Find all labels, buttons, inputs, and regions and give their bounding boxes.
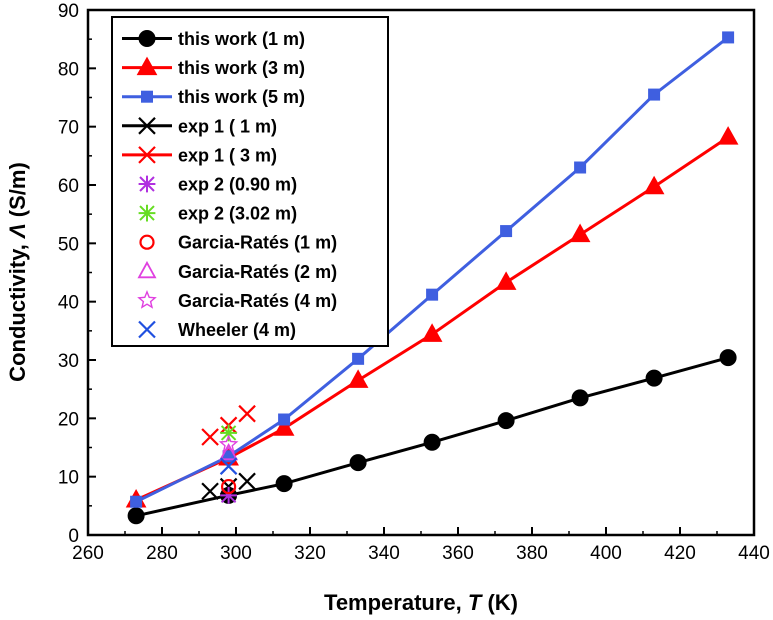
y-axis-title-variable: Λ xyxy=(5,223,30,239)
data-point-1-5 xyxy=(495,271,517,290)
legend-entry-6: exp 2 (3.02 m) xyxy=(138,204,297,224)
data-point-4-0 xyxy=(201,428,219,446)
legend-label: this work (3 m) xyxy=(178,58,305,78)
data-point-10-0 xyxy=(219,457,238,475)
y-axis-title-suffix: (S/m) xyxy=(5,162,30,223)
legend-label: exp 2 (0.90 m) xyxy=(178,175,297,195)
legend-marker xyxy=(137,290,157,309)
data-point-1-2 xyxy=(273,417,295,436)
y-tick-label: 30 xyxy=(58,351,79,372)
data-point-0-3 xyxy=(349,454,367,472)
y-tick-label: 60 xyxy=(58,176,79,197)
legend-label: Garcia-Ratés (2 m) xyxy=(178,262,337,282)
x-tick-label: 280 xyxy=(146,543,178,564)
data-point-2-7 xyxy=(648,88,661,101)
data-point-7-0 xyxy=(221,478,237,495)
legend-label: exp 1 ( 3 m) xyxy=(178,145,277,165)
y-tick-label: 70 xyxy=(58,118,79,139)
x-tick-label: 420 xyxy=(664,543,696,564)
data-point-2-6 xyxy=(574,161,587,174)
y-tick-label: 20 xyxy=(58,409,79,430)
data-point-0-4 xyxy=(423,433,441,451)
legend-label: Garcia-Ratés (4 m) xyxy=(178,291,337,311)
x-tick-label: 440 xyxy=(738,543,770,564)
data-point-8-0 xyxy=(219,442,239,461)
data-point-1-4 xyxy=(421,323,443,342)
y-tick-label: 0 xyxy=(68,526,79,547)
x-axis-title: Temperature, T (K) xyxy=(324,590,518,615)
legend-label: exp 2 (3.02 m) xyxy=(178,204,297,224)
legend-marker xyxy=(138,146,156,164)
data-point-2-5 xyxy=(500,225,513,238)
x-axis-title-prefix: Temperature, xyxy=(324,590,468,615)
y-axis-title: Conductivity, Λ (S/m) xyxy=(5,162,30,382)
data-point-3-0 xyxy=(201,482,219,501)
data-point-3-2 xyxy=(238,472,256,491)
legend-entry-0: this work (1 m) xyxy=(122,29,305,49)
x-tick-label: 400 xyxy=(590,543,622,564)
data-point-0-2 xyxy=(275,475,293,493)
legend-entry-2: this work (5 m) xyxy=(122,87,305,107)
series-markers xyxy=(125,31,739,525)
x-tick-label: 260 xyxy=(72,543,104,564)
legend-entry-7: Garcia-Ratés (1 m) xyxy=(139,233,337,253)
x-tick-label: 380 xyxy=(516,543,548,564)
data-point-2-3 xyxy=(352,352,365,365)
legend-entry-8: Garcia-Ratés (2 m) xyxy=(137,260,337,282)
legend-marker xyxy=(139,234,155,250)
x-tick-label: 340 xyxy=(368,543,400,564)
data-point-2-2 xyxy=(278,413,291,426)
legend-marker xyxy=(138,204,156,222)
data-point-2-0 xyxy=(130,495,143,508)
data-point-0-8 xyxy=(719,349,737,367)
y-tick-label: 40 xyxy=(58,293,79,314)
legend-entry-9: Garcia-Ratés (4 m) xyxy=(137,290,337,311)
legend-label: this work (5 m) xyxy=(178,87,305,107)
legend-entry-5: exp 2 (0.90 m) xyxy=(138,175,297,195)
y-tick-label: 80 xyxy=(58,59,79,80)
legend-entry-1: this work (3 m) xyxy=(122,56,305,78)
data-point-2-4 xyxy=(426,288,439,301)
legend-label: this work (1 m) xyxy=(178,29,305,49)
x-axis-title-suffix: (K) xyxy=(481,590,518,615)
y-tick-label: 10 xyxy=(58,468,79,489)
y-axis-title-prefix: Conductivity, xyxy=(5,238,30,382)
legend-label: Wheeler (4 m) xyxy=(178,320,296,340)
data-point-1-8 xyxy=(717,126,739,145)
data-point-0-6 xyxy=(571,389,589,407)
data-point-2-8 xyxy=(722,31,735,44)
legend-label: Garcia-Ratés (1 m) xyxy=(178,233,337,253)
legend-marker xyxy=(138,30,156,47)
x-tick-label: 300 xyxy=(220,543,252,564)
legend-marker xyxy=(136,56,158,76)
legend-entry-4: exp 1 ( 3 m) xyxy=(122,145,277,165)
legend: this work (1 m) this work (3 m) this work … xyxy=(111,16,389,347)
data-point-6-0 xyxy=(220,424,237,442)
legend-entry-3: exp 1 ( 1 m) xyxy=(122,116,277,136)
data-point-1-7 xyxy=(643,175,665,195)
legend-entry-10: Wheeler (4 m) xyxy=(138,320,296,340)
x-axis-title-variable: T xyxy=(468,590,483,615)
data-point-0-0 xyxy=(127,507,145,525)
legend-marker xyxy=(141,90,153,103)
data-point-0-7 xyxy=(645,369,663,387)
data-point-4-2 xyxy=(238,404,256,423)
x-tick-label: 320 xyxy=(294,543,326,564)
y-tick-label: 90 xyxy=(58,1,79,22)
y-tick-label: 50 xyxy=(58,234,79,255)
legend-label: exp 1 ( 1 m) xyxy=(178,116,277,136)
legend-marker xyxy=(138,320,156,339)
axis-ticks: 260 280 300 320 340 360 380 400 420 440 0 10 20 30 40 5… xyxy=(58,1,770,564)
legend-box xyxy=(111,16,389,347)
data-point-1-6 xyxy=(569,223,591,243)
legend-marker xyxy=(138,117,156,135)
x-tick-label: 360 xyxy=(442,543,474,564)
data-point-9-0 xyxy=(218,434,239,453)
data-point-1-3 xyxy=(347,369,369,388)
data-point-0-5 xyxy=(497,412,515,430)
data-point-5-0 xyxy=(220,486,237,504)
legend-marker xyxy=(138,175,156,193)
legend-marker xyxy=(137,260,157,279)
